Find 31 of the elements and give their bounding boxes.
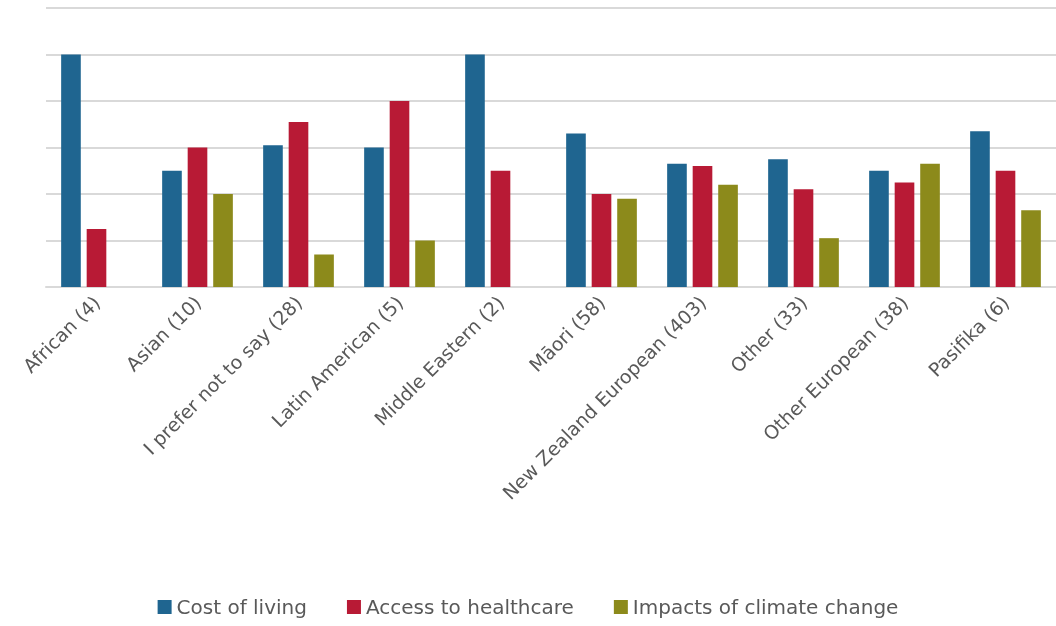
bar [465,54,485,287]
bar [692,166,713,287]
bar [667,163,687,287]
bar [591,194,612,287]
bar [415,240,435,287]
bar [869,170,889,287]
bar [288,121,309,287]
bar [187,147,208,287]
bar [364,147,384,287]
bar [1021,210,1041,287]
bar [894,182,915,287]
legend-label: Access to healthcare [365,595,574,619]
bar [389,101,410,287]
bar [490,170,511,287]
bar [61,54,81,287]
bar [793,189,814,287]
bar [819,238,839,287]
bar [162,170,182,287]
bar [995,170,1016,287]
bar [768,159,788,287]
bar [314,254,334,287]
bar [617,198,637,287]
bar [263,145,283,287]
bar [718,184,738,287]
bar [970,131,990,287]
legend-label: Impacts of climate change [632,595,899,619]
bar [86,228,107,287]
legend-label: Cost of living [176,595,307,619]
bar [920,163,940,287]
bar [213,194,233,287]
bar [566,133,586,287]
